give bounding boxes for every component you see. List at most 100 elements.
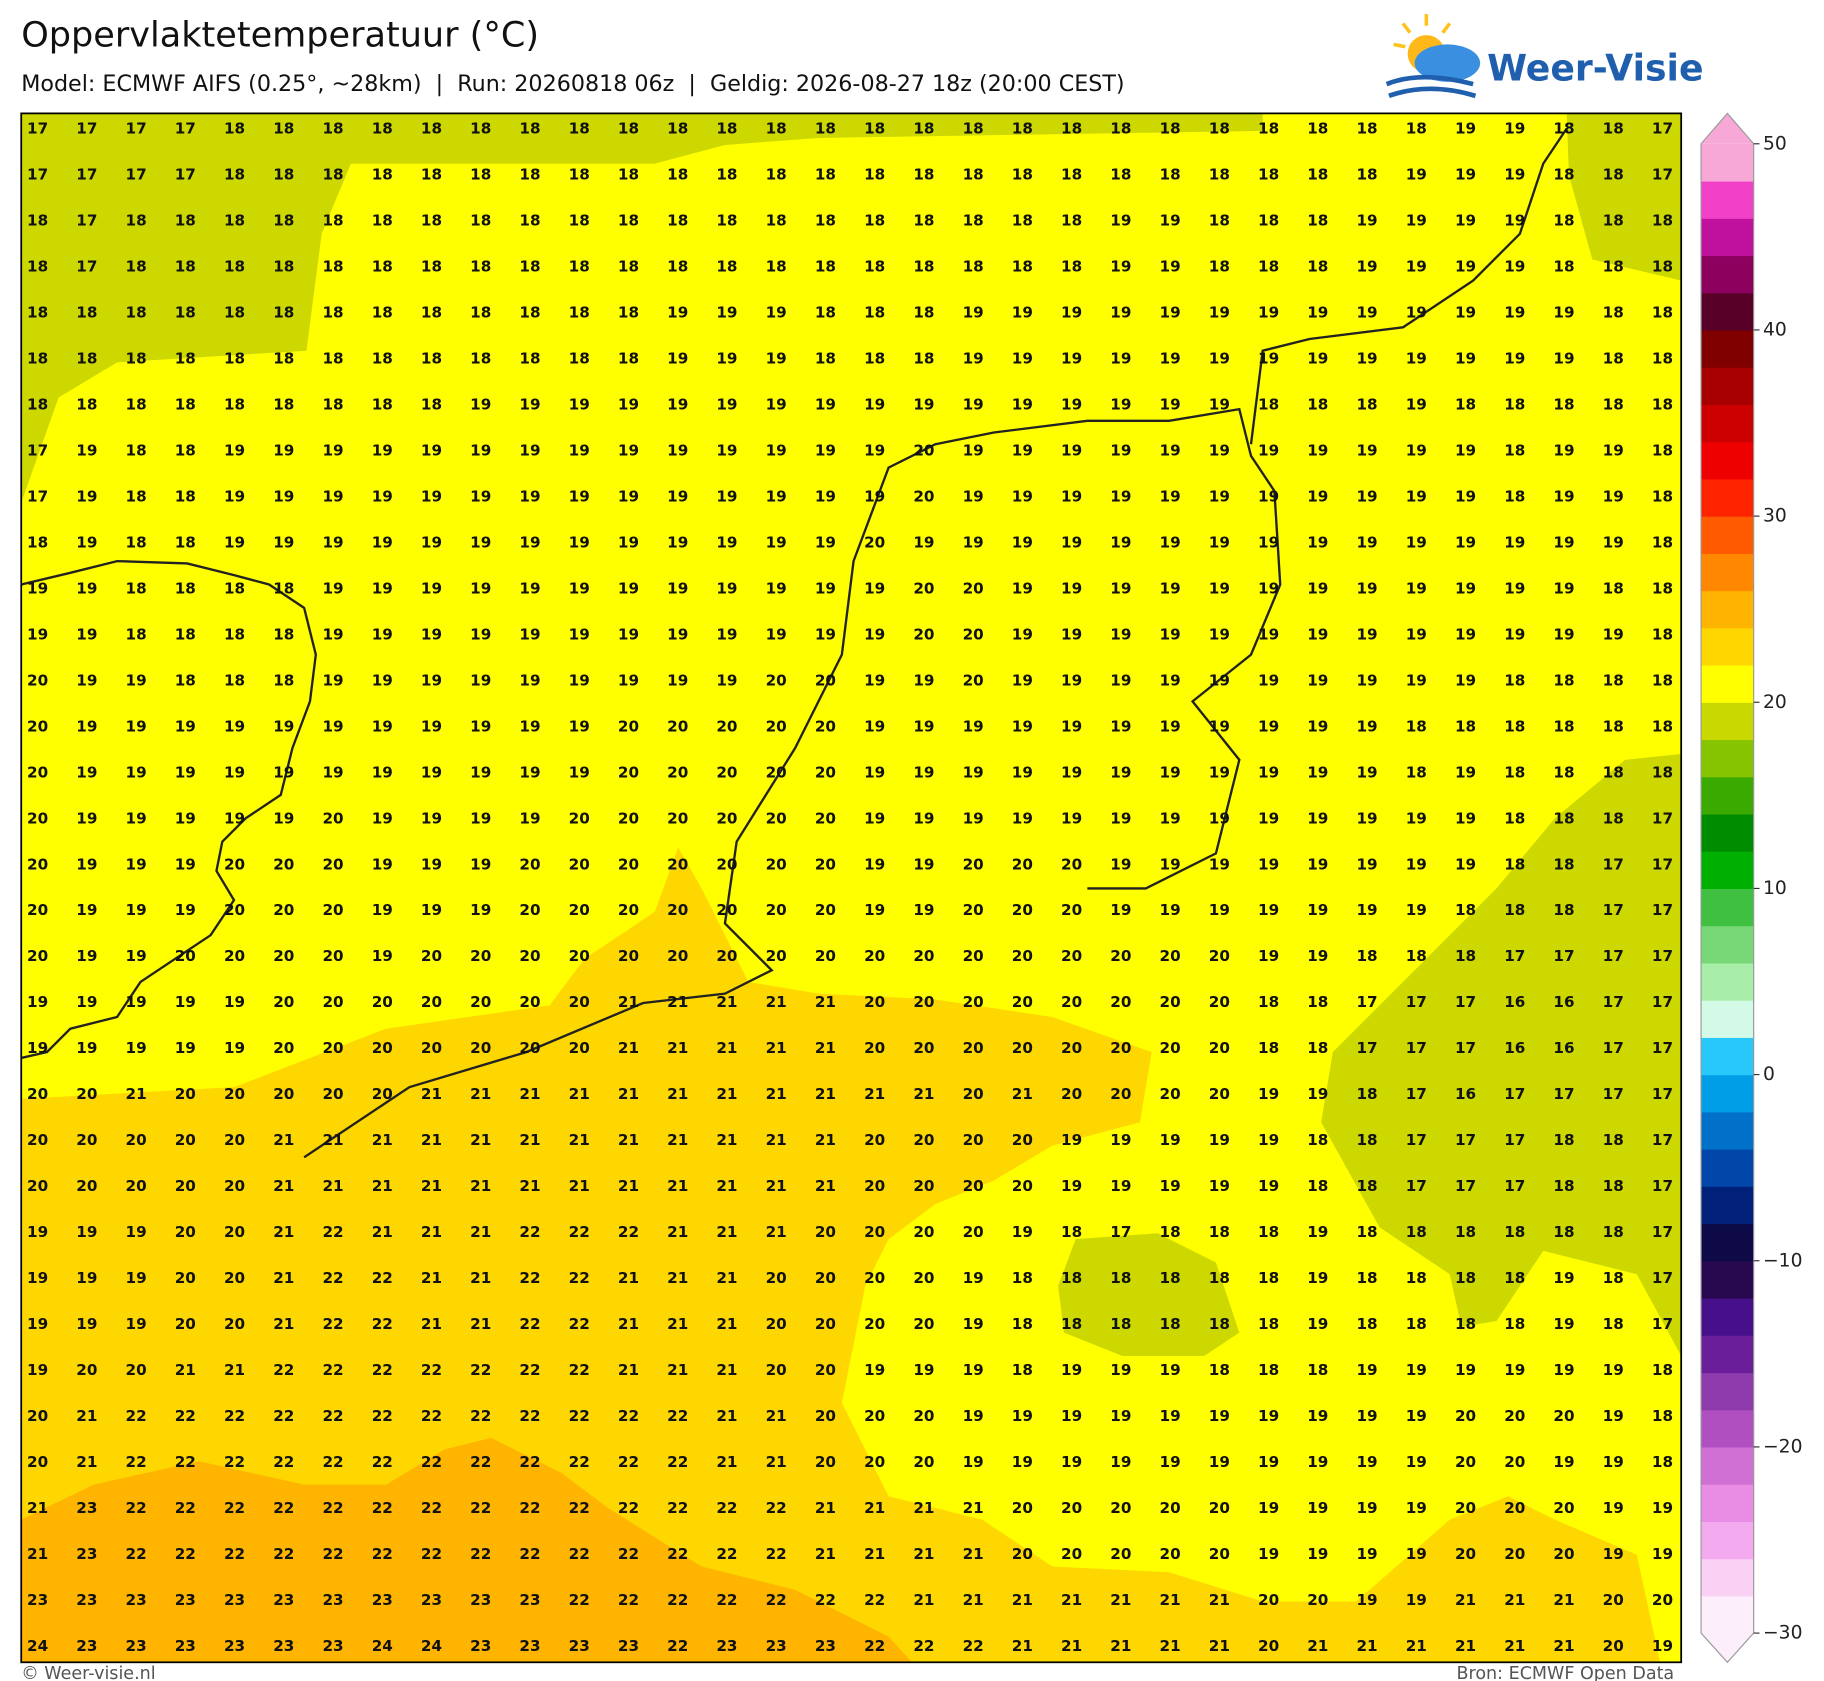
grid-value: 20 bbox=[716, 901, 737, 919]
grid-value: 22 bbox=[569, 1223, 590, 1241]
grid-value: 19 bbox=[76, 671, 97, 689]
grid-value: 18 bbox=[1603, 1269, 1624, 1287]
grid-value: 18 bbox=[1209, 166, 1230, 184]
grid-value: 20 bbox=[175, 1177, 196, 1195]
grid-value: 23 bbox=[766, 1637, 787, 1655]
grid-value: 19 bbox=[1258, 763, 1279, 781]
grid-value: 18 bbox=[1356, 1085, 1377, 1103]
grid-value: 19 bbox=[963, 441, 984, 459]
grid-value: 19 bbox=[1110, 901, 1131, 919]
grid-value: 18 bbox=[372, 166, 393, 184]
grid-value: 19 bbox=[1160, 671, 1181, 689]
grid-value: 19 bbox=[421, 533, 442, 551]
grid-value: 19 bbox=[76, 993, 97, 1011]
grid-value: 19 bbox=[519, 625, 540, 643]
grid-value: 19 bbox=[1209, 1407, 1230, 1425]
grid-value: 22 bbox=[322, 1545, 343, 1563]
grid-value: 22 bbox=[519, 1545, 540, 1563]
grid-value: 18 bbox=[1652, 1453, 1673, 1471]
grid-value: 17 bbox=[1553, 1085, 1574, 1103]
grid-value: 20 bbox=[1209, 1545, 1230, 1563]
grid-value: 20 bbox=[963, 579, 984, 597]
grid-value: 19 bbox=[1012, 441, 1033, 459]
grid-value: 18 bbox=[27, 304, 48, 322]
grid-value: 24 bbox=[27, 1637, 48, 1655]
grid-value: 19 bbox=[913, 1361, 934, 1379]
grid-value: 19 bbox=[76, 487, 97, 505]
colorbar-segment bbox=[1701, 404, 1754, 443]
grid-value: 18 bbox=[273, 258, 294, 276]
colorbar-segment bbox=[1701, 516, 1754, 554]
grid-value: 23 bbox=[224, 1591, 245, 1609]
grid-value: 19 bbox=[618, 395, 639, 413]
grid-value: 21 bbox=[1160, 1637, 1181, 1655]
grid-value: 20 bbox=[913, 1315, 934, 1333]
grid-value: 17 bbox=[27, 120, 48, 138]
grid-value: 19 bbox=[1406, 1499, 1427, 1517]
grid-value: 18 bbox=[1553, 166, 1574, 184]
grid-value: 19 bbox=[76, 763, 97, 781]
grid-value: 19 bbox=[1356, 809, 1377, 827]
grid-value: 20 bbox=[815, 1407, 836, 1425]
grid-value: 19 bbox=[766, 579, 787, 597]
grid-value: 19 bbox=[963, 1361, 984, 1379]
grid-value: 20 bbox=[519, 901, 540, 919]
grid-value: 20 bbox=[322, 947, 343, 965]
grid-value: 17 bbox=[1603, 1085, 1624, 1103]
grid-value: 18 bbox=[273, 671, 294, 689]
grid-value: 19 bbox=[1258, 1131, 1279, 1149]
colorbar-segment bbox=[1701, 1409, 1754, 1448]
grid-value: 21 bbox=[126, 1085, 147, 1103]
grid-value: 19 bbox=[1455, 349, 1476, 367]
grid-value: 22 bbox=[224, 1453, 245, 1471]
grid-value: 20 bbox=[372, 993, 393, 1011]
grid-value: 19 bbox=[1209, 671, 1230, 689]
grid-value: 19 bbox=[1553, 533, 1574, 551]
colorbar-segment bbox=[1701, 1521, 1754, 1560]
grid-value: 19 bbox=[1603, 1361, 1624, 1379]
grid-value: 18 bbox=[618, 349, 639, 367]
grid-value: 19 bbox=[126, 947, 147, 965]
grid-value: 19 bbox=[372, 671, 393, 689]
grid-value: 20 bbox=[273, 993, 294, 1011]
grid-value: 19 bbox=[273, 763, 294, 781]
grid-value: 19 bbox=[1406, 487, 1427, 505]
grid-value: 19 bbox=[1061, 487, 1082, 505]
grid-value: 18 bbox=[1012, 1315, 1033, 1333]
grid-value: 18 bbox=[27, 395, 48, 413]
grid-value: 19 bbox=[126, 855, 147, 873]
grid-value: 22 bbox=[519, 1453, 540, 1471]
grid-value: 18 bbox=[175, 625, 196, 643]
colorbar-segment bbox=[1701, 776, 1754, 815]
colorbar-segment bbox=[1701, 1260, 1754, 1299]
logo-cloud bbox=[1414, 44, 1481, 82]
grid-value: 19 bbox=[76, 579, 97, 597]
grid-value: 21 bbox=[716, 1269, 737, 1287]
grid-value: 18 bbox=[1553, 1131, 1574, 1149]
grid-value: 18 bbox=[421, 212, 442, 230]
grid-value: 20 bbox=[716, 717, 737, 735]
grid-value: 20 bbox=[175, 947, 196, 965]
grid-value: 20 bbox=[864, 1223, 885, 1241]
grid-value: 19 bbox=[322, 441, 343, 459]
grid-value: 19 bbox=[815, 579, 836, 597]
grid-value: 22 bbox=[372, 1545, 393, 1563]
grid-value: 20 bbox=[913, 1407, 934, 1425]
grid-value: 16 bbox=[1504, 1039, 1525, 1057]
grid-value: 19 bbox=[76, 717, 97, 735]
grid-value: 18 bbox=[1603, 671, 1624, 689]
grid-value: 20 bbox=[913, 1131, 934, 1149]
grid-value: 21 bbox=[76, 1407, 97, 1425]
grid-value: 19 bbox=[864, 809, 885, 827]
value-grid: 17 17 17 17 18 18 18 18 18 18 18 18 18 18 18 18 18 18 18 18… bbox=[27, 120, 1673, 1655]
grid-value: 19 bbox=[1553, 1315, 1574, 1333]
grid-value: 20 bbox=[322, 1039, 343, 1057]
grid-value: 20 bbox=[1012, 1545, 1033, 1563]
grid-value: 19 bbox=[470, 763, 491, 781]
grid-value: 21 bbox=[519, 1177, 540, 1195]
grid-value: 23 bbox=[519, 1591, 540, 1609]
grid-value: 21 bbox=[815, 1545, 836, 1563]
grid-value: 19 bbox=[1012, 579, 1033, 597]
grid-value: 19 bbox=[1012, 304, 1033, 322]
grid-value: 18 bbox=[1406, 763, 1427, 781]
